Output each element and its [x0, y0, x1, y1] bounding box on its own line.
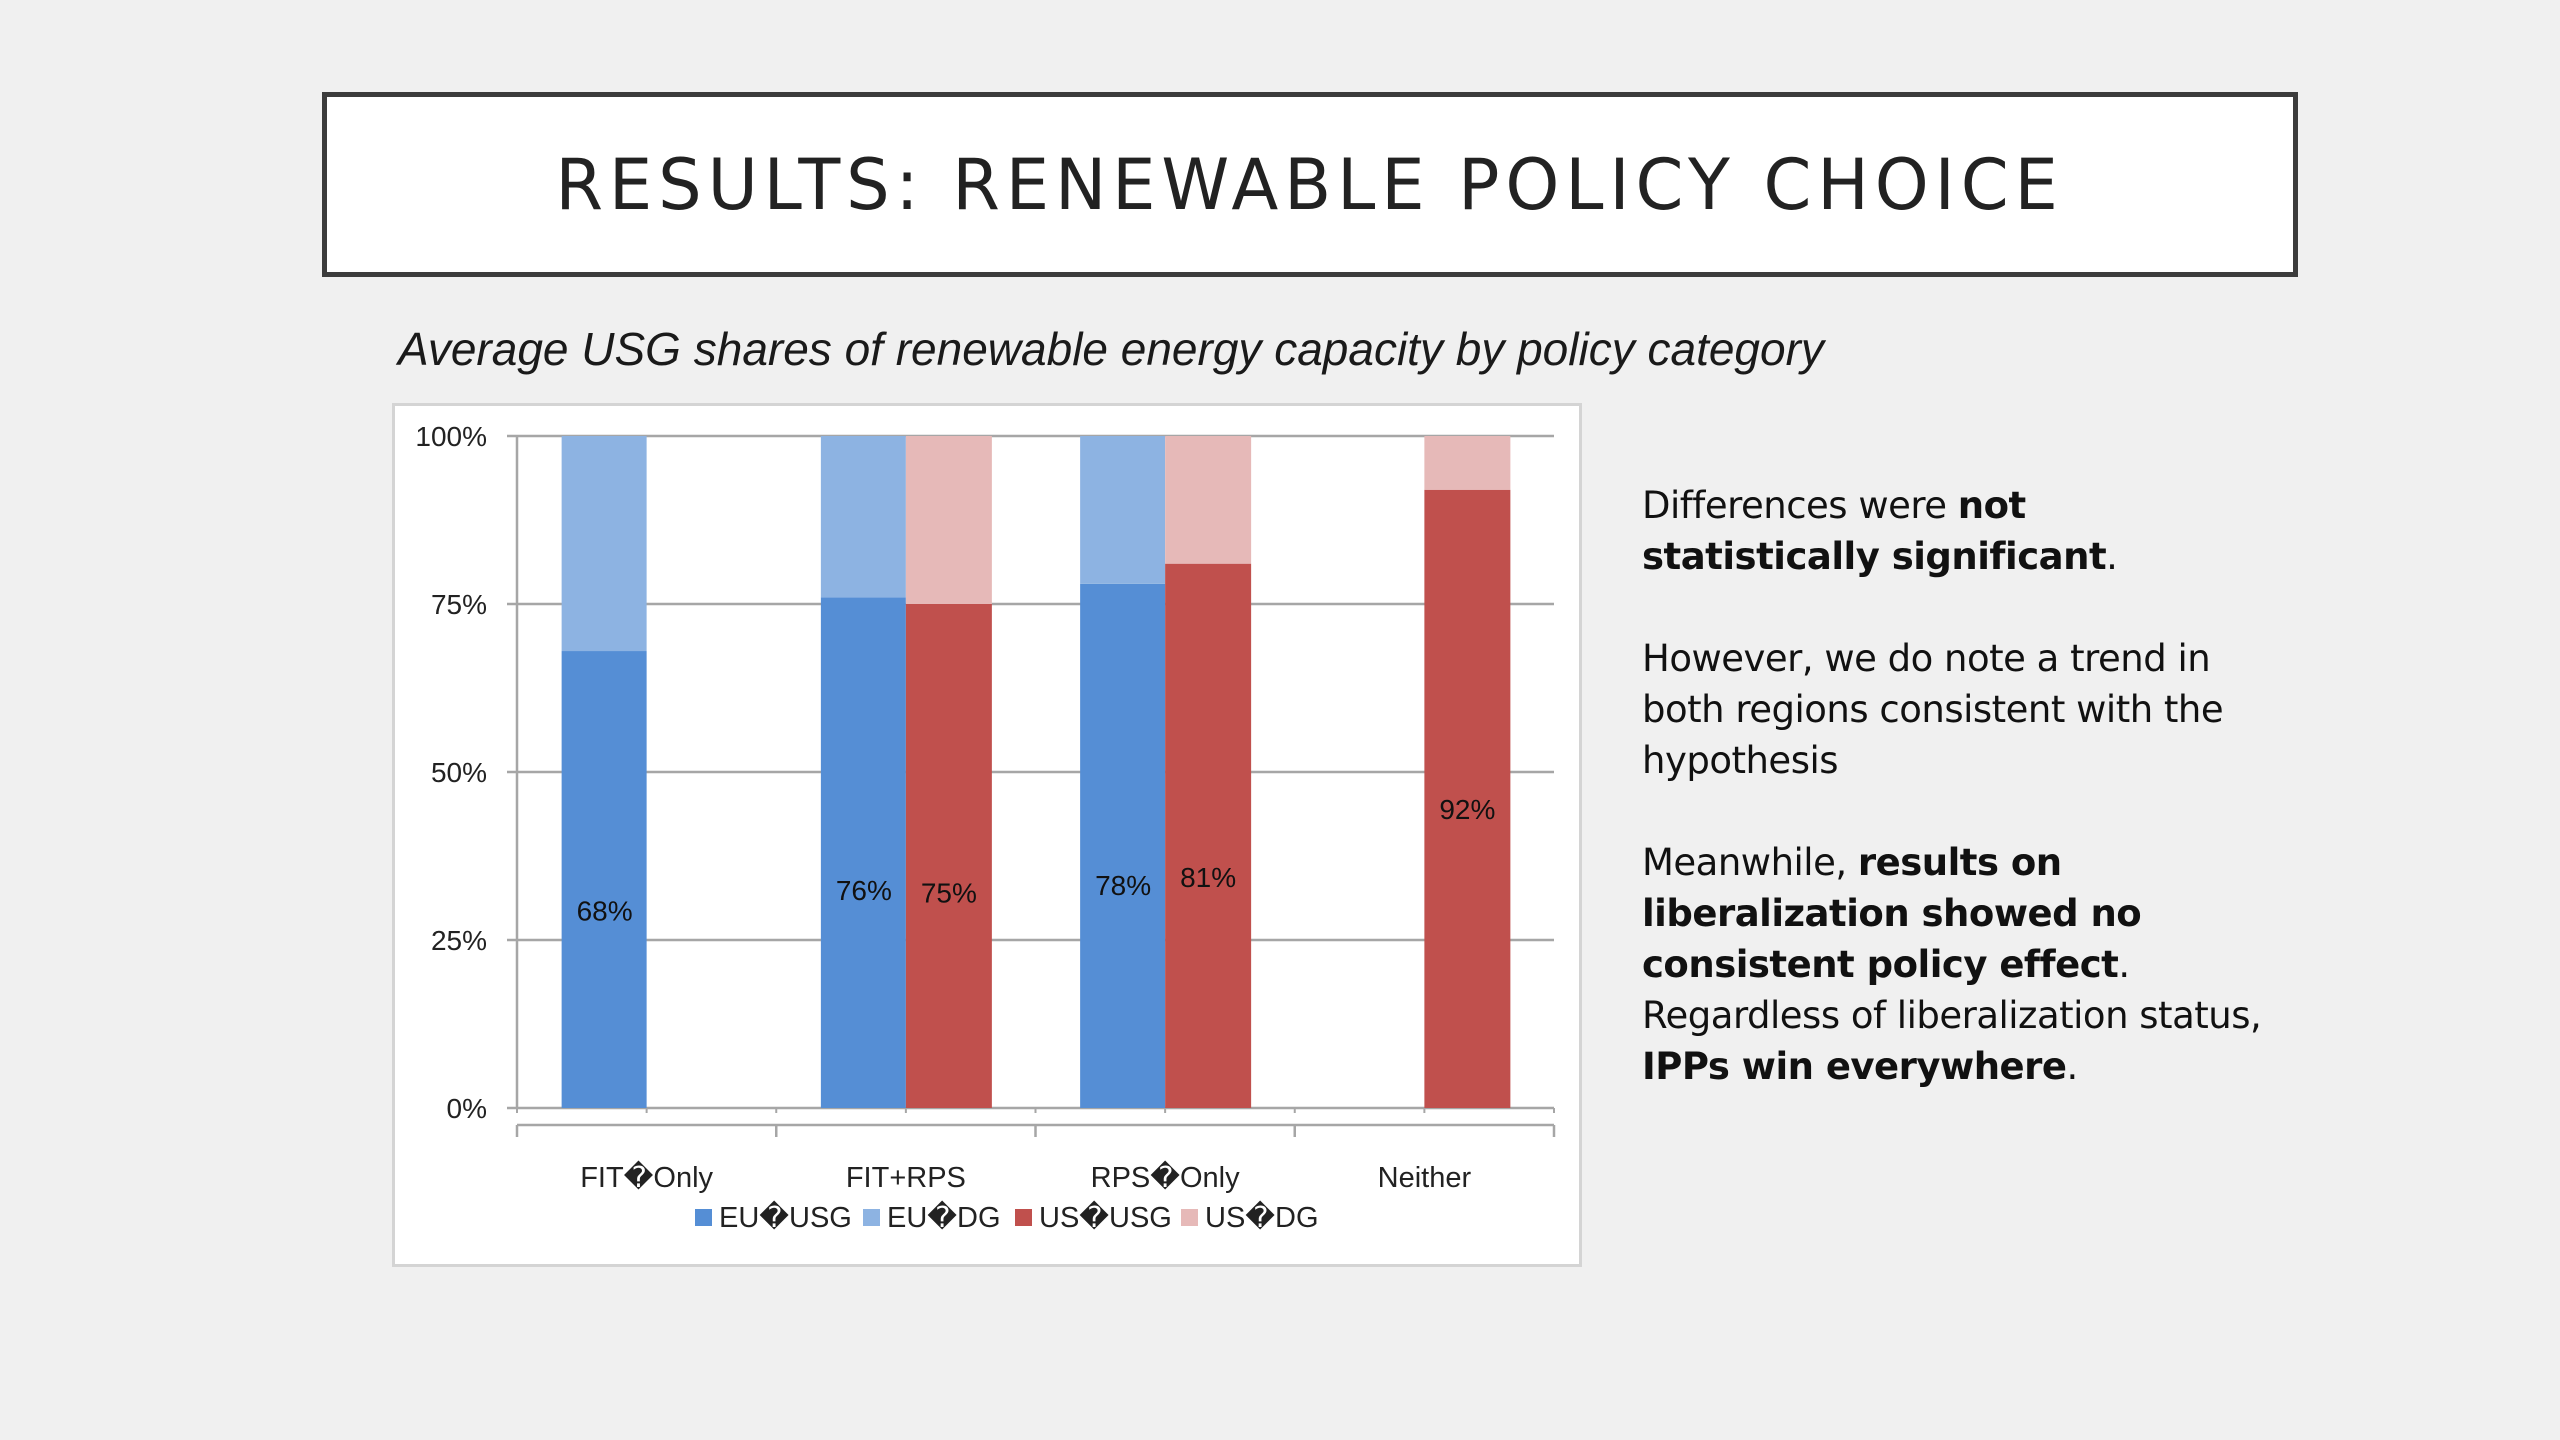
title-box: RESULTS: RENEWABLE POLICY CHOICE: [322, 92, 2298, 277]
bar-segment: [561, 651, 647, 1108]
legend-label: EU�DG: [887, 1200, 1001, 1234]
category-label: Neither: [1378, 1162, 1472, 1194]
body-text: .: [2106, 535, 2118, 578]
data-label: 68%: [577, 895, 633, 926]
findings-paragraph: Meanwhile, results on liberalization sho…: [1642, 837, 2262, 1092]
legend-swatch: [1181, 1209, 1198, 1226]
bar-segment: [1165, 436, 1252, 564]
data-label: 76%: [836, 875, 892, 906]
findings-paragraph: Differences were not statistically signi…: [1642, 480, 2262, 582]
data-label: 81%: [1180, 862, 1236, 893]
bar-segment: [905, 604, 992, 1108]
data-labels: 68% 76% 78% 75% 81% 92%: [577, 794, 1496, 926]
legend-swatch: [695, 1209, 712, 1226]
bar-segment: [1424, 489, 1511, 1108]
legend-swatch: [1015, 1209, 1032, 1226]
y-tick-label: 100%: [415, 421, 487, 452]
y-tick-label: 50%: [431, 757, 487, 788]
body-text: .: [2066, 1045, 2078, 1088]
body-text: Differences were: [1642, 484, 1958, 527]
bar-segment: [820, 597, 906, 1108]
legend: EU�USG EU�DG US�USG US�DG: [695, 1200, 1319, 1234]
category-label: FIT�Only: [580, 1160, 713, 1194]
legend-label: EU�USG: [719, 1200, 852, 1234]
bar-segment: [561, 436, 647, 652]
findings-text: Differences were not statistically signi…: [1642, 480, 2262, 1143]
body-text: . Regardless of liberalization status,: [1642, 943, 2262, 1037]
data-label: 78%: [1095, 870, 1151, 901]
y-tick-label: 25%: [431, 925, 487, 956]
bar-segment: [1424, 436, 1511, 490]
bar-segment: [905, 436, 992, 604]
data-label: 75%: [921, 877, 977, 908]
data-label: 92%: [1439, 794, 1495, 825]
emphasis-text: not statistically significant: [1642, 484, 2107, 578]
bar-segment: [1080, 436, 1166, 584]
chart-subtitle: Average USG shares of renewable energy c…: [398, 323, 1824, 375]
legend-label: US�DG: [1205, 1200, 1319, 1234]
bar-segment: [820, 436, 906, 598]
slide-title: RESULTS: RENEWABLE POLICY CHOICE: [555, 143, 2065, 226]
bar-segment: [1080, 583, 1166, 1108]
findings-paragraph: However, we do note a trend in both regi…: [1642, 633, 2262, 786]
gridlines: [507, 434, 1554, 1110]
axes: 0% 25% 50% 75% 100% FIT�Only FIT+RPS RPS�Only Ne…: [415, 421, 1556, 1194]
emphasis-text: IPPs win everywhere: [1642, 1045, 2067, 1088]
bars: [561, 436, 1511, 1108]
emphasis-text: results on liberalization showed no cons…: [1642, 841, 2142, 986]
category-label: RPS�Only: [1091, 1160, 1240, 1194]
stacked-bar-chart: 0% 25% 50% 75% 100% FIT�Only FIT+RPS RPS�Only Ne…: [415, 421, 1556, 1234]
body-text: Meanwhile,: [1642, 841, 1858, 884]
category-label: FIT+RPS: [846, 1162, 966, 1194]
y-tick-label: 0%: [447, 1093, 487, 1124]
chart-frame: 0% 25% 50% 75% 100% FIT�Only FIT+RPS RPS�Only Ne…: [392, 403, 1582, 1267]
legend-swatch: [863, 1209, 880, 1226]
y-tick-label: 75%: [431, 589, 487, 620]
legend-label: US�USG: [1039, 1200, 1172, 1234]
body-text: However, we do note a trend in both regi…: [1642, 637, 2224, 782]
bar-segment: [1165, 563, 1252, 1108]
